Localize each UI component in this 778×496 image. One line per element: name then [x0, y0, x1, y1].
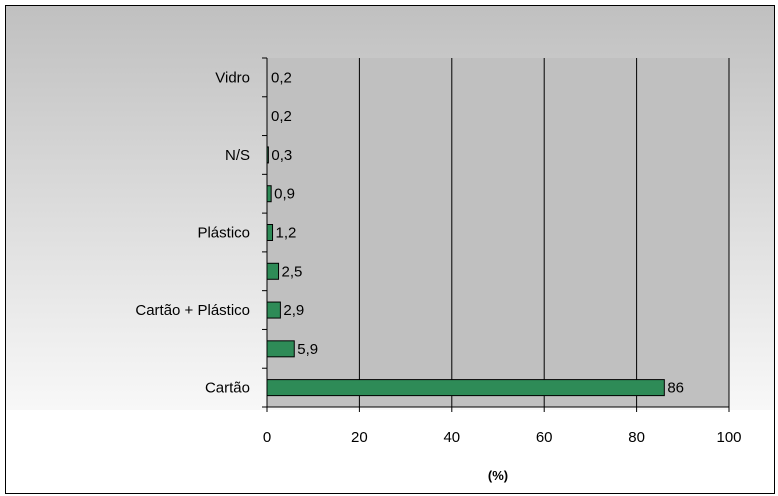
x-tick-label: 0: [263, 429, 271, 446]
x-axis-title: (%): [488, 468, 508, 483]
x-tick-label: 40: [443, 429, 460, 446]
data-label: 86: [667, 380, 684, 397]
x-tick-label: 60: [536, 429, 553, 446]
bar: [267, 263, 279, 279]
bar: [267, 302, 280, 318]
data-label: 1,2: [276, 225, 297, 242]
category-label: Vidro: [215, 69, 250, 86]
x-tick-label: 80: [628, 429, 645, 446]
bar: [267, 380, 664, 396]
data-label: 2,5: [282, 263, 303, 280]
chart-frame: 0 20 40 60 80 100 Vidro 0,2 0,2 N/S 0,3 0,9 Plástico…: [5, 5, 775, 494]
data-label: 0,2: [271, 108, 292, 125]
category-label: Cartão + Plástico: [135, 302, 250, 319]
data-label: 0,3: [271, 147, 292, 164]
x-tick-label: 100: [716, 429, 741, 446]
bar: [267, 186, 271, 202]
bar: [267, 225, 273, 241]
plot-area: [267, 58, 729, 407]
x-tick-label: 20: [351, 429, 368, 446]
bar: [267, 341, 294, 357]
category-label: Cartão: [205, 380, 250, 397]
data-label: 0,9: [274, 186, 295, 203]
category-label: Plástico: [197, 225, 250, 242]
bar-chart: 0 20 40 60 80 100 Vidro 0,2 0,2 N/S 0,3 0,9 Plástico…: [6, 6, 775, 494]
data-label: 0,2: [271, 69, 292, 86]
category-label: N/S: [225, 147, 250, 164]
data-label: 2,9: [283, 302, 304, 319]
data-label: 5,9: [297, 341, 318, 358]
